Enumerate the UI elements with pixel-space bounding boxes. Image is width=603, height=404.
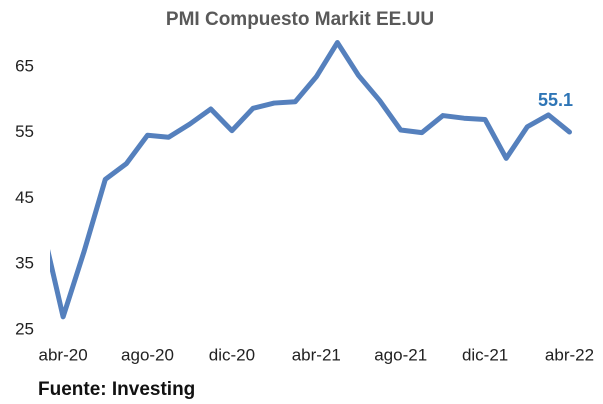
y-tick-label: 45 xyxy=(15,188,34,207)
y-tick-label: 25 xyxy=(15,319,34,338)
y-tick-label: 65 xyxy=(15,56,34,75)
x-tick-label: abr-22 xyxy=(545,345,594,364)
x-tick-label: dic-20 xyxy=(209,345,255,364)
source-note: Fuente: Investing xyxy=(38,379,195,400)
x-tick-label: abr-20 xyxy=(39,345,88,364)
data-line xyxy=(50,40,572,320)
chart-title: PMI Compuesto Markit EE.UU xyxy=(166,9,434,30)
x-tick-label: abr-21 xyxy=(292,345,341,364)
y-tick-label: 55 xyxy=(15,122,34,141)
data-label: 55.1 xyxy=(538,90,573,110)
x-tick-label: ago-20 xyxy=(121,345,174,364)
y-tick-label: 35 xyxy=(15,254,34,273)
x-tick-label: ago-21 xyxy=(374,345,427,364)
plot-area xyxy=(50,40,572,320)
x-tick-label: dic-21 xyxy=(462,345,508,364)
